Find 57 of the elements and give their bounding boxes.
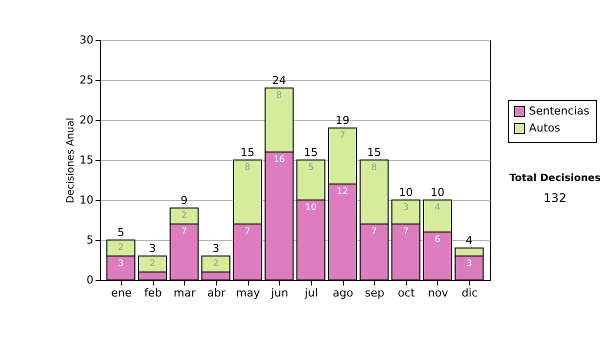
x-tick-label: ene <box>111 286 132 300</box>
x-tick-label: sep <box>364 286 384 300</box>
text: 132 <box>544 191 566 205</box>
total-label: 3 <box>149 242 156 255</box>
y-tick-label: 15 <box>80 154 94 166</box>
y-tick-label: 0 <box>86 274 94 286</box>
x-tick-label: ago <box>332 286 354 300</box>
data-label: 8 <box>244 163 251 173</box>
total-label: 5 <box>117 226 124 239</box>
data-label: 4 <box>434 203 441 213</box>
data-label: 7 <box>371 227 378 237</box>
data-label: 7 <box>244 227 250 237</box>
data-label: 2 <box>212 259 219 269</box>
total-label: 15 <box>367 146 382 159</box>
data-label: 7 <box>402 227 409 237</box>
total-label: 9 <box>180 194 188 207</box>
legend-label: Sentencias <box>529 104 590 118</box>
legend-label: Autos <box>529 122 561 134</box>
x-tick-label: feb <box>144 286 162 300</box>
y-tick-label: 5 <box>86 234 94 246</box>
data-label: 8 <box>371 163 378 173</box>
data-label: 2 <box>150 259 156 269</box>
total-label: 15 <box>240 146 254 159</box>
data-label: 3 <box>118 259 124 269</box>
y-axis-title: Decisiones Anual <box>66 118 77 204</box>
total-label: 10 <box>398 186 413 199</box>
total-label: 24 <box>272 74 286 87</box>
data-label: 12 <box>336 187 348 197</box>
x-tick-label: jun <box>270 286 288 300</box>
data-label: 2 <box>181 211 188 221</box>
x-tick-label: mar <box>174 286 196 300</box>
data-label: 5 <box>308 163 314 173</box>
y-tick-label: 30 <box>80 34 94 46</box>
x-tick-label: oct <box>398 286 416 300</box>
data-label: 2 <box>118 243 124 253</box>
total-label: 15 <box>304 146 318 159</box>
y-tick-label: 25 <box>80 74 94 86</box>
y-tick-label: 20 <box>80 114 94 126</box>
total-label: 3 <box>212 242 220 255</box>
x-tick-label: abr <box>207 286 226 300</box>
data-label: 8 <box>276 91 282 101</box>
data-label: 3 <box>402 203 409 213</box>
data-label: 10 <box>305 203 317 213</box>
data-label: 6 <box>434 235 441 245</box>
text: Total Decisiones <box>509 173 600 184</box>
data-label: 16 <box>273 155 286 165</box>
data-label: 7 <box>340 131 346 141</box>
data-label: 7 <box>181 227 188 237</box>
x-tick-label: may <box>236 286 260 300</box>
y-tick-label: 10 <box>80 194 94 206</box>
x-tick-label: dic <box>462 286 478 300</box>
x-tick-label: nov <box>428 286 449 300</box>
total-label: 4 <box>466 234 473 247</box>
total-label: 10 <box>430 186 444 199</box>
x-tick-label: jul <box>304 286 318 300</box>
data-label: 3 <box>466 259 472 269</box>
total-label: 19 <box>336 114 350 127</box>
